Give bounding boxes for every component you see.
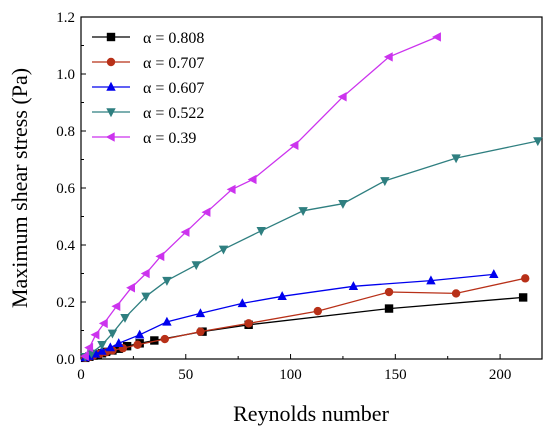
legend-marker [106, 108, 116, 118]
data-point [160, 334, 170, 344]
data-point [122, 341, 132, 351]
series-line [85, 296, 524, 359]
data-point [226, 184, 236, 195]
data-point [120, 313, 130, 323]
data-point [90, 348, 101, 358]
legend-label: α = 0.39 [143, 130, 196, 147]
data-point [451, 289, 461, 298]
x-tick-label: 150 [384, 367, 407, 383]
series-1 [80, 293, 528, 363]
legend-label: α = 0.808 [143, 30, 204, 47]
data-point [162, 276, 172, 286]
data-point [384, 287, 394, 297]
data-point [533, 137, 543, 147]
y-tick-label: 0.6 [56, 181, 75, 197]
data-point [244, 319, 253, 328]
legend: α = 0.808 α = 0.707 α = 0.607 α = 0.522 α = … [92, 30, 204, 147]
y-tick-label: 1.0 [56, 67, 75, 83]
data-point [195, 308, 206, 318]
legend-item: α = 0.808 [92, 30, 204, 47]
data-point [256, 227, 266, 236]
data-point [79, 351, 89, 361]
data-point [426, 275, 436, 285]
data-point [111, 301, 121, 311]
legend-label: α = 0.707 [143, 55, 204, 72]
data-point [191, 261, 201, 271]
legend-marker [106, 81, 116, 91]
x-tick-label: 50 [178, 367, 193, 383]
data-point [237, 298, 248, 308]
data-point [432, 32, 441, 42]
legend-label: α = 0.522 [143, 105, 204, 122]
data-point [289, 140, 299, 150]
legend-item: α = 0.39 [92, 130, 196, 147]
data-point [451, 154, 461, 164]
x-axis: 0 50 100 150 200 [77, 354, 511, 383]
legend-label: α = 0.607 [143, 80, 204, 97]
data-point [97, 345, 107, 355]
data-point [180, 227, 190, 237]
series-layer [79, 32, 543, 363]
data-point [518, 293, 528, 302]
data-point [133, 340, 142, 349]
data-point [247, 174, 257, 185]
y-tick-label: 0.4 [56, 238, 75, 254]
data-point [140, 268, 150, 279]
data-point [489, 269, 499, 279]
data-point [98, 318, 108, 329]
data-point [84, 342, 94, 353]
data-point [86, 349, 97, 359]
series-line [84, 140, 538, 358]
y-tick-label: 0.8 [56, 124, 75, 140]
data-point [298, 207, 308, 216]
data-point [338, 199, 348, 209]
legend-item: α = 0.607 [92, 80, 204, 97]
legend-item: α = 0.707 [92, 55, 204, 72]
data-point [141, 292, 151, 302]
data-point [150, 336, 159, 345]
data-point [383, 52, 393, 62]
data-point [134, 329, 145, 339]
y-axis: 0.0 0.2 0.4 0.6 0.8 1.0 1.2 [56, 10, 86, 368]
data-point [126, 283, 135, 293]
data-point [348, 281, 359, 291]
data-point [277, 291, 287, 300]
y-tick-label: 0.2 [56, 295, 75, 311]
series-5 [79, 32, 441, 361]
y-tick-label: 1.2 [56, 10, 75, 26]
data-point [337, 92, 347, 102]
legend-item: α = 0.522 [92, 105, 204, 122]
legend-marker [106, 57, 116, 67]
data-point [105, 342, 116, 352]
data-point [384, 304, 394, 313]
x-tick-label: 100 [279, 367, 302, 383]
data-point [155, 251, 165, 262]
data-point [201, 207, 211, 217]
data-point [114, 338, 124, 348]
data-point [97, 341, 107, 350]
data-point [90, 330, 100, 340]
x-tick-label: 0 [77, 367, 85, 383]
data-point [162, 316, 172, 326]
x-axis-title: Reynolds number [233, 401, 389, 426]
data-point [521, 274, 530, 283]
data-point [380, 177, 390, 187]
y-axis-title: Maximum shear stress (Pa) [7, 68, 32, 308]
data-point [218, 245, 229, 255]
y-tick-label: 0.0 [56, 352, 75, 368]
data-point [313, 306, 322, 316]
legend-marker [106, 32, 116, 42]
x-tick-label: 200 [489, 367, 512, 383]
data-point [196, 327, 205, 336]
series-4 [80, 137, 543, 362]
series-line [84, 36, 438, 357]
data-point [107, 329, 118, 339]
legend-marker [105, 132, 115, 142]
